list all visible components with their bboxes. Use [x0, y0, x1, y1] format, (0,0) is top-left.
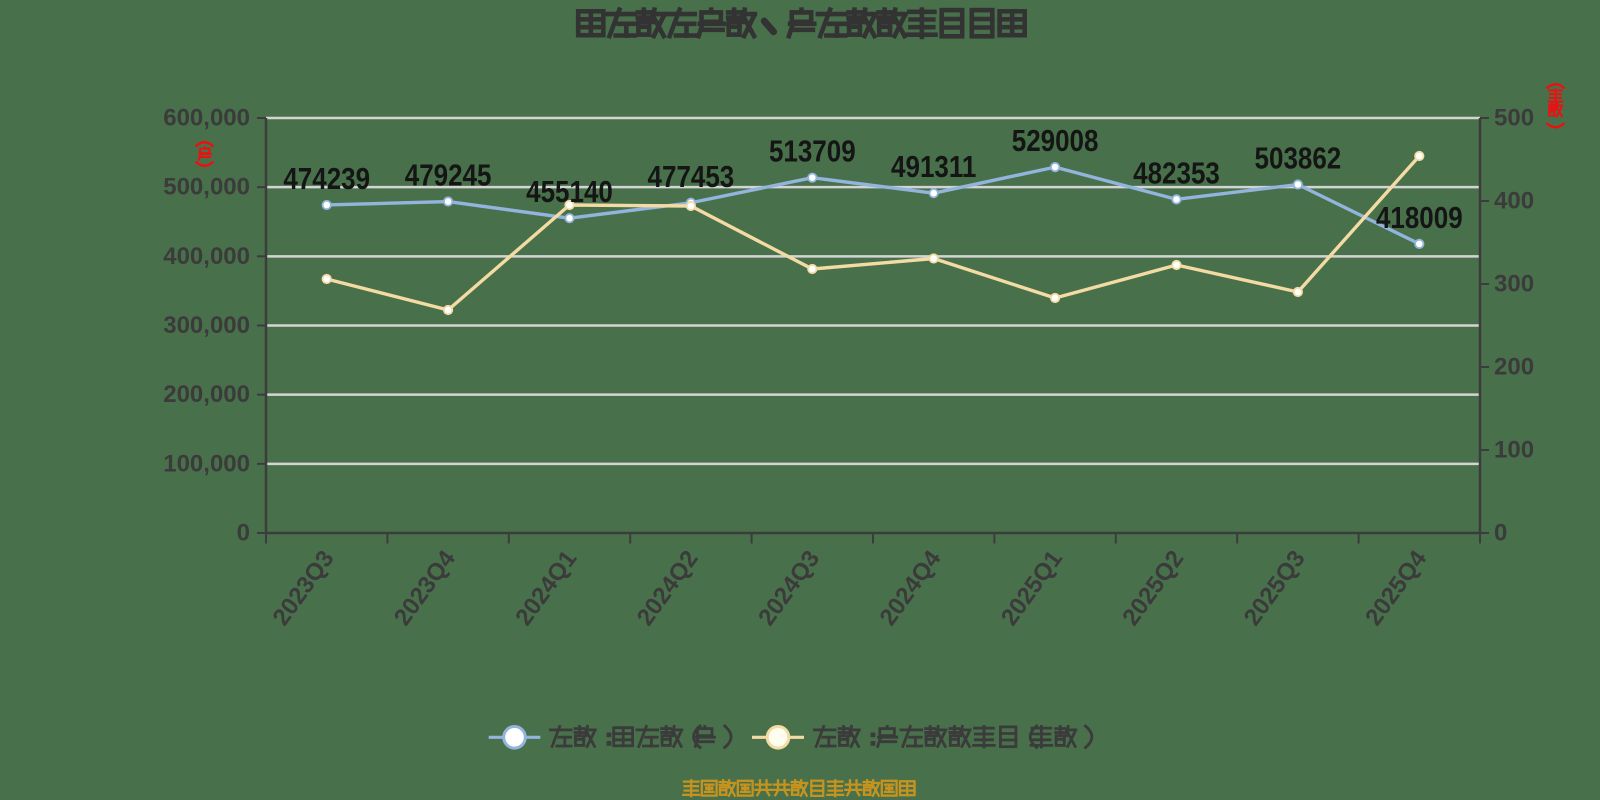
- svg-text:500,000: 500,000: [163, 174, 250, 201]
- svg-text:482353: 482353: [1133, 156, 1220, 191]
- svg-text:479245: 479245: [405, 159, 492, 194]
- svg-text:2024Q4: 2024Q4: [875, 545, 947, 630]
- svg-text:2025Q1: 2025Q1: [996, 546, 1068, 631]
- svg-text:477453: 477453: [648, 160, 735, 195]
- svg-text:2024Q2: 2024Q2: [632, 546, 704, 631]
- svg-text:0: 0: [1494, 520, 1507, 547]
- svg-text:400,000: 400,000: [163, 243, 250, 270]
- svg-text:2024Q1: 2024Q1: [510, 546, 582, 631]
- svg-text:503862: 503862: [1255, 142, 1342, 177]
- svg-text:100: 100: [1494, 437, 1534, 464]
- svg-text:513709: 513709: [769, 135, 856, 170]
- svg-text:2024Q3: 2024Q3: [753, 546, 825, 631]
- svg-text:2025Q4: 2025Q4: [1360, 545, 1432, 630]
- svg-text:418009: 418009: [1376, 201, 1463, 236]
- svg-text:200: 200: [1494, 354, 1534, 381]
- svg-text:300,000: 300,000: [163, 312, 250, 339]
- svg-text:400: 400: [1494, 188, 1534, 215]
- svg-text:2025Q3: 2025Q3: [1239, 546, 1311, 631]
- svg-text:2023Q4: 2023Q4: [389, 545, 461, 630]
- svg-text:100,000: 100,000: [163, 450, 250, 477]
- svg-text:455140: 455140: [526, 175, 613, 210]
- svg-text:491311: 491311: [891, 150, 976, 185]
- svg-text:600,000: 600,000: [163, 105, 250, 132]
- svg-text:474239: 474239: [283, 162, 370, 197]
- svg-text:500: 500: [1494, 105, 1534, 132]
- svg-text:200,000: 200,000: [163, 381, 250, 408]
- svg-text:2023Q3: 2023Q3: [268, 546, 340, 631]
- svg-text:300: 300: [1494, 271, 1534, 298]
- svg-text:529008: 529008: [1012, 124, 1099, 159]
- svg-text:0: 0: [237, 520, 250, 547]
- svg-text:2025Q2: 2025Q2: [1117, 546, 1189, 631]
